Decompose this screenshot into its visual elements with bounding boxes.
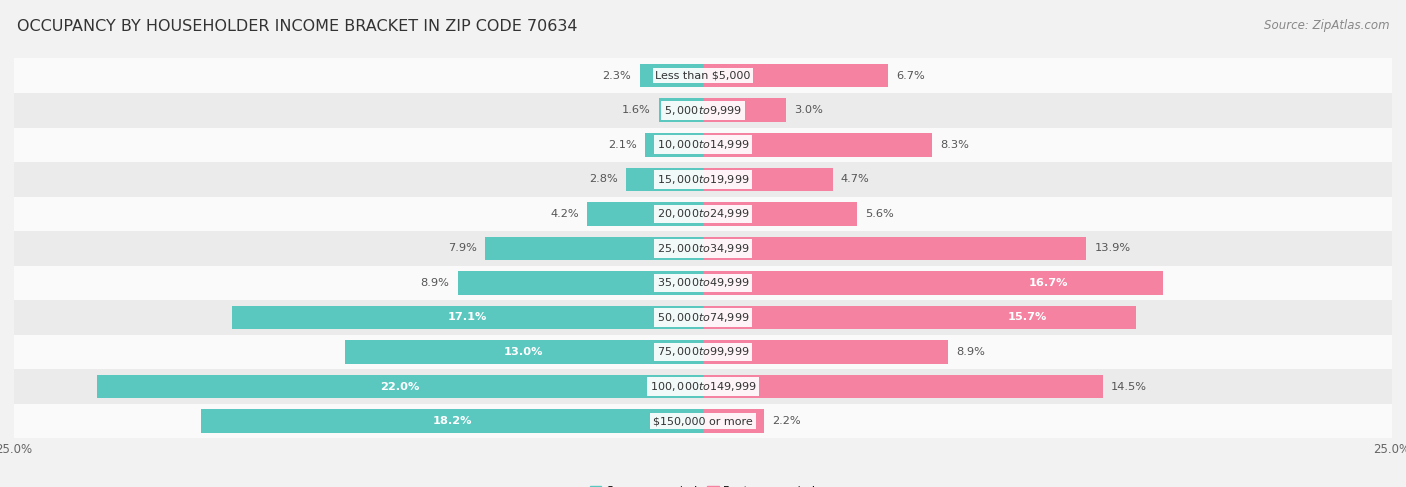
Legend: Owner-occupied, Renter-occupied: Owner-occupied, Renter-occupied: [585, 482, 821, 487]
Bar: [458, 271, 703, 295]
Text: 13.0%: 13.0%: [505, 347, 544, 357]
Bar: [14, 128, 1392, 162]
Text: OCCUPANCY BY HOUSEHOLDER INCOME BRACKET IN ZIP CODE 70634: OCCUPANCY BY HOUSEHOLDER INCOME BRACKET …: [17, 19, 578, 35]
Text: 17.1%: 17.1%: [447, 313, 486, 322]
Bar: [645, 133, 703, 156]
Bar: [703, 168, 832, 191]
Text: $75,000 to $99,999: $75,000 to $99,999: [657, 345, 749, 358]
Text: 7.9%: 7.9%: [449, 244, 477, 253]
Bar: [201, 409, 703, 433]
Text: 5.6%: 5.6%: [866, 209, 894, 219]
Bar: [97, 375, 703, 398]
Text: 2.1%: 2.1%: [609, 140, 637, 150]
Text: $20,000 to $24,999: $20,000 to $24,999: [657, 207, 749, 220]
Bar: [14, 93, 1392, 128]
Text: 8.3%: 8.3%: [941, 140, 969, 150]
Bar: [14, 162, 1392, 197]
Bar: [626, 168, 703, 191]
Text: $50,000 to $74,999: $50,000 to $74,999: [657, 311, 749, 324]
Text: $15,000 to $19,999: $15,000 to $19,999: [657, 173, 749, 186]
Bar: [640, 64, 703, 88]
Bar: [14, 58, 1392, 93]
Text: 18.2%: 18.2%: [433, 416, 472, 426]
Text: 2.2%: 2.2%: [772, 416, 800, 426]
Text: 16.7%: 16.7%: [1028, 278, 1069, 288]
Text: $100,000 to $149,999: $100,000 to $149,999: [650, 380, 756, 393]
Bar: [14, 404, 1392, 438]
Text: 4.2%: 4.2%: [550, 209, 579, 219]
Text: $25,000 to $34,999: $25,000 to $34,999: [657, 242, 749, 255]
Bar: [14, 300, 1392, 335]
Text: 8.9%: 8.9%: [420, 278, 450, 288]
Text: $10,000 to $14,999: $10,000 to $14,999: [657, 138, 749, 151]
Text: 2.3%: 2.3%: [603, 71, 631, 81]
Text: $150,000 or more: $150,000 or more: [654, 416, 752, 426]
Text: 8.9%: 8.9%: [956, 347, 986, 357]
Bar: [659, 98, 703, 122]
Bar: [703, 133, 932, 156]
Text: 1.6%: 1.6%: [621, 105, 651, 115]
Bar: [703, 98, 786, 122]
Bar: [703, 271, 1163, 295]
Text: 14.5%: 14.5%: [1111, 381, 1147, 392]
Bar: [703, 64, 887, 88]
Bar: [703, 306, 1136, 329]
Bar: [14, 265, 1392, 300]
Text: 4.7%: 4.7%: [841, 174, 869, 184]
Bar: [703, 375, 1102, 398]
Text: $5,000 to $9,999: $5,000 to $9,999: [664, 104, 742, 117]
Bar: [703, 202, 858, 225]
Bar: [14, 335, 1392, 369]
Text: 13.9%: 13.9%: [1094, 244, 1130, 253]
Bar: [703, 340, 948, 364]
Text: Source: ZipAtlas.com: Source: ZipAtlas.com: [1264, 19, 1389, 33]
Text: Less than $5,000: Less than $5,000: [655, 71, 751, 81]
Text: 15.7%: 15.7%: [1008, 313, 1047, 322]
Bar: [14, 231, 1392, 265]
Text: 2.8%: 2.8%: [589, 174, 617, 184]
Bar: [703, 237, 1085, 260]
Text: 22.0%: 22.0%: [380, 381, 419, 392]
Text: 6.7%: 6.7%: [896, 71, 925, 81]
Bar: [232, 306, 703, 329]
Bar: [485, 237, 703, 260]
Bar: [14, 197, 1392, 231]
Text: 3.0%: 3.0%: [794, 105, 823, 115]
Text: $35,000 to $49,999: $35,000 to $49,999: [657, 277, 749, 289]
Bar: [14, 369, 1392, 404]
Bar: [344, 340, 703, 364]
Bar: [588, 202, 703, 225]
Bar: [703, 409, 763, 433]
